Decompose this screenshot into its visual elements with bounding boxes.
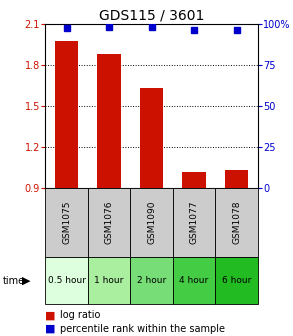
Bar	[215, 188, 258, 257]
Text: 4 hour: 4 hour	[180, 276, 209, 285]
Text: 2 hour: 2 hour	[137, 276, 166, 285]
Bar	[45, 257, 88, 304]
Bar	[173, 188, 215, 257]
Bar	[88, 188, 130, 257]
Text: GSM1076: GSM1076	[105, 201, 114, 244]
Bar	[225, 170, 248, 188]
Bar	[45, 188, 88, 257]
Bar	[98, 54, 121, 188]
Text: 0.5 hour: 0.5 hour	[48, 276, 86, 285]
Text: GSM1075: GSM1075	[62, 201, 71, 244]
Title: GDS115 / 3601: GDS115 / 3601	[99, 8, 204, 23]
Text: ■: ■	[45, 310, 56, 320]
Text: log ratio: log ratio	[60, 310, 100, 320]
Text: GSM1090: GSM1090	[147, 201, 156, 244]
Bar	[88, 257, 130, 304]
Bar	[215, 257, 258, 304]
Text: 1 hour: 1 hour	[94, 276, 124, 285]
Bar	[173, 257, 215, 304]
Bar	[183, 172, 206, 188]
Bar	[140, 88, 163, 188]
Text: GSM1077: GSM1077	[190, 201, 199, 244]
Bar	[130, 188, 173, 257]
Bar	[55, 41, 78, 188]
Text: ■: ■	[45, 324, 56, 334]
Text: GSM1078: GSM1078	[232, 201, 241, 244]
Text: time: time	[3, 276, 25, 286]
Text: ▶: ▶	[22, 276, 31, 286]
Bar	[130, 257, 173, 304]
Text: 6 hour: 6 hour	[222, 276, 251, 285]
Text: percentile rank within the sample: percentile rank within the sample	[60, 324, 225, 334]
